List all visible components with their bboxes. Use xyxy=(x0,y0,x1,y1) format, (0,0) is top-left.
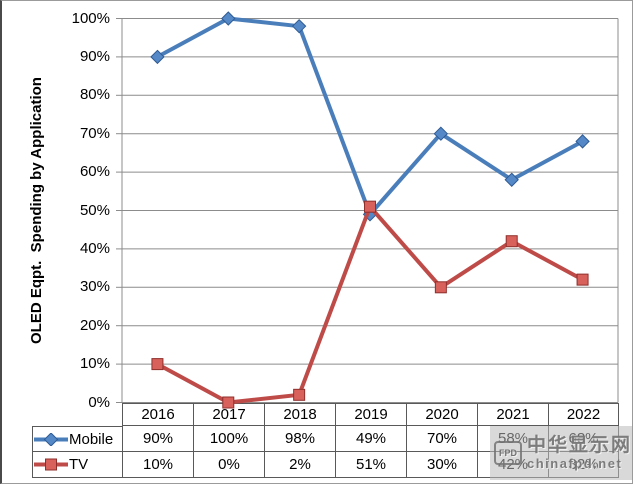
legend-tv-marker-icon xyxy=(34,458,68,471)
table-value-cell: 30% xyxy=(406,452,477,478)
watermark-site-name: 中华显示网 xyxy=(527,435,633,456)
legend-label: TV xyxy=(69,456,89,473)
table-value-cell: 49% xyxy=(335,426,406,452)
table-value-cell: 51% xyxy=(335,452,406,478)
legend-label: Mobile xyxy=(69,430,114,448)
watermark-site-url: chinafpd.net xyxy=(527,456,623,471)
legend-cell: TV xyxy=(32,452,122,478)
table-value-cell: 10% xyxy=(122,452,193,478)
table-value-cell: 2% xyxy=(264,452,335,478)
watermark-fpd-logo-icon: FPD xyxy=(494,441,522,465)
y-tick-label: 70% xyxy=(79,124,110,142)
year-header-cell: 2020 xyxy=(406,403,477,426)
year-header-cell: 2018 xyxy=(264,403,335,426)
year-header-cell: 2016 xyxy=(122,403,193,426)
legend-cell: Mobile xyxy=(32,426,122,452)
table-value-cell: 98% xyxy=(264,426,335,452)
watermark: FPD 中华显示网 chinafpd.net xyxy=(490,426,633,480)
table-value-cell: 100% xyxy=(193,426,264,452)
y-tick-label: 0% xyxy=(88,393,110,411)
table-value-cell: 90% xyxy=(122,426,193,452)
y-tick-label: 100% xyxy=(71,9,110,27)
plot-area xyxy=(116,11,619,409)
table-value-cell: 70% xyxy=(406,426,477,452)
legend-mobile-marker-icon xyxy=(34,432,68,446)
y-tick-label: 40% xyxy=(79,239,110,257)
y-tick-label: 30% xyxy=(79,278,110,296)
y-tick-label: 10% xyxy=(79,355,110,373)
year-header-cell: 2021 xyxy=(477,403,548,426)
y-tick-label: 90% xyxy=(79,47,110,65)
y-tick-label: 20% xyxy=(79,316,110,334)
y-tick-label: 80% xyxy=(79,86,110,104)
year-header-cell: 2022 xyxy=(548,403,619,426)
y-tick-label: 60% xyxy=(79,163,110,181)
table-value-cell: 0% xyxy=(193,452,264,478)
y-tick-label: 50% xyxy=(79,201,110,219)
year-header-cell: 2019 xyxy=(335,403,406,426)
table-corner-cell xyxy=(32,403,122,426)
